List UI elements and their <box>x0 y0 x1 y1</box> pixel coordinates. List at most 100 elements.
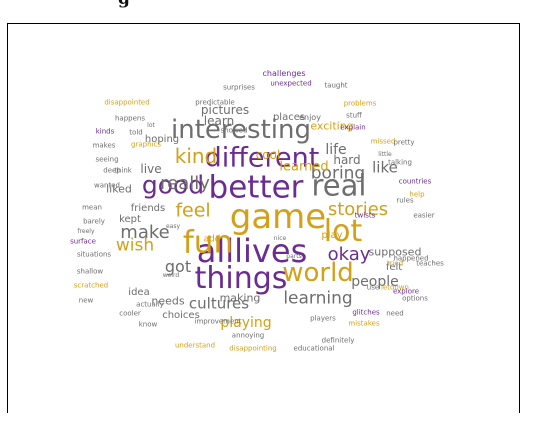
cloud-word: missed <box>370 137 396 146</box>
cloud-word: freely <box>77 228 95 235</box>
cloud-word: hard <box>333 153 361 167</box>
cloud-word: parts <box>286 253 302 260</box>
cloud-word: teaches <box>416 259 444 268</box>
cloud-word: feel <box>175 199 211 222</box>
cloud-word: game <box>229 197 327 237</box>
cloud-word: use <box>366 283 380 292</box>
cloud-word: happens <box>114 114 146 123</box>
cloud-word: playing <box>220 315 272 331</box>
cloud-word: showed <box>220 126 248 135</box>
cloud-word: world <box>282 258 354 288</box>
cloud-word: learned <box>279 159 329 175</box>
cloud-word: options <box>402 294 428 303</box>
cloud-word: better <box>208 169 304 206</box>
cloud-word: choices <box>162 310 200 321</box>
cloud-word: idea <box>128 287 150 298</box>
cloud-word: cooler <box>119 309 141 318</box>
cloud-word: glitches <box>352 308 380 317</box>
cloud-word: help <box>409 190 425 199</box>
cloud-word: educational <box>293 344 335 353</box>
cloud-word: letdown <box>381 283 409 292</box>
cloud-word: disappointed <box>104 98 150 107</box>
cloud-word: explore <box>392 287 420 296</box>
cloud-word: countries <box>398 177 432 186</box>
cloud-word: taught <box>324 81 348 90</box>
cloud-word: learning <box>283 288 353 309</box>
cloud-word: play <box>321 230 343 241</box>
cloud-word: challenges <box>262 69 306 78</box>
cloud-word: scratched <box>73 281 109 290</box>
cloud-word: wanted <box>94 181 120 190</box>
cloud-word: predictable <box>195 98 235 107</box>
cloud-word: stuff <box>346 111 362 120</box>
cloud-word: tried <box>386 259 404 268</box>
cloud-word: disappointing <box>229 344 277 353</box>
cloud-word: think <box>114 166 132 175</box>
cloud-word: got <box>164 257 192 276</box>
cloud-word: okay <box>327 244 371 265</box>
cloud-word: rules <box>396 196 414 205</box>
cloud-word: mean <box>82 203 102 212</box>
cloud-word: people <box>351 274 399 290</box>
cloud-word: new <box>78 296 94 305</box>
cloud-word: deep <box>103 166 121 175</box>
cloud-word: exciting <box>310 119 354 133</box>
cloud-word: liked <box>106 182 132 196</box>
cloud-word: enjoy <box>299 113 321 122</box>
cloud-word: mistakes <box>348 319 380 328</box>
cloud-word: interesting <box>171 115 311 145</box>
cloud-word: told <box>129 128 143 137</box>
cloud-word: players <box>310 314 336 323</box>
cloud-word: actually <box>136 300 164 309</box>
cloud-word: like <box>372 158 398 177</box>
cloud-word: makes <box>92 141 116 150</box>
page-heading: g <box>118 0 130 9</box>
cloud-word: kind <box>174 144 218 168</box>
cloud-word: problems <box>343 99 377 108</box>
cloud-word: alllives <box>196 232 308 270</box>
cloud-word: surprises <box>223 83 255 92</box>
cloud-word: cultures <box>188 294 250 313</box>
cloud-word: unexpected <box>270 79 312 88</box>
cloud-word: little <box>378 151 392 158</box>
cloud-word: making <box>219 291 261 305</box>
cloud-word: lot <box>323 214 363 249</box>
cloud-word: weird <box>162 272 180 279</box>
cloud-word: pretty <box>393 138 415 147</box>
cloud-word: really <box>160 173 210 194</box>
cloud-word: barely <box>83 217 105 226</box>
cloud-word: happened <box>393 254 429 263</box>
cloud-word: explain <box>340 123 366 132</box>
cloud-word: things <box>194 261 288 296</box>
cloud-word: annoying <box>231 331 265 340</box>
cloud-word: kept <box>119 214 141 225</box>
cloud-word: situations <box>76 250 112 259</box>
cloud-word: hoping <box>144 134 180 145</box>
cloud-word: graphics <box>131 140 161 149</box>
cloud-word: easy <box>165 223 181 230</box>
cloud-word: understand <box>174 341 216 350</box>
cloud-word: supposed <box>368 245 422 259</box>
cloud-word: good <box>141 170 205 200</box>
cloud-word: seeing <box>95 155 119 164</box>
figure-frame <box>7 23 520 413</box>
cloud-word: friends <box>130 203 166 214</box>
cloud-word: improvement <box>194 317 242 326</box>
cloud-word: live <box>140 162 162 176</box>
cloud-word: different <box>204 142 320 174</box>
cloud-word: lot <box>147 122 155 129</box>
cloud-word: places <box>272 112 306 123</box>
cloud-word: felt <box>385 262 403 273</box>
cloud-word: talking <box>388 158 412 167</box>
cloud-word: know <box>138 320 158 329</box>
cloud-word: surface <box>70 237 96 246</box>
cloud-word: add <box>203 234 221 245</box>
cloud-word: easier <box>413 211 435 220</box>
cloud-word: cool <box>255 148 281 162</box>
cloud-word: need <box>386 309 404 318</box>
cloud-word: shallow <box>76 267 104 276</box>
cloud-word: nice <box>273 235 287 242</box>
cloud-word: definitely <box>321 336 355 345</box>
cloud-word: real <box>311 168 367 203</box>
